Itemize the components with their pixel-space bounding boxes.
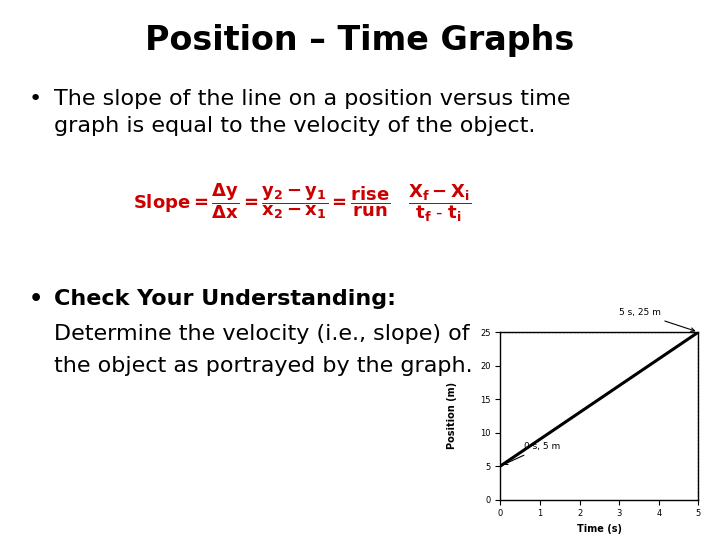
Text: •: • <box>29 89 42 109</box>
Text: •: • <box>29 289 43 309</box>
Text: 0 s, 5 m: 0 s, 5 m <box>504 442 560 464</box>
Text: The slope of the line on a position versus time: The slope of the line on a position vers… <box>54 89 570 109</box>
Text: Determine the velocity (i.e., slope) of: Determine the velocity (i.e., slope) of <box>54 324 469 344</box>
Text: Position – Time Graphs: Position – Time Graphs <box>145 24 575 57</box>
Text: graph is equal to the velocity of the object.: graph is equal to the velocity of the ob… <box>54 116 536 136</box>
Text: 5 s, 25 m: 5 s, 25 m <box>619 308 695 332</box>
X-axis label: Time (s): Time (s) <box>577 524 622 534</box>
Text: Check Your Understanding:: Check Your Understanding: <box>54 289 396 309</box>
Text: the object as portrayed by the graph.: the object as portrayed by the graph. <box>54 356 472 376</box>
Y-axis label: Position (m): Position (m) <box>447 382 456 449</box>
Text: $\mathbf{Slope = \dfrac{\Delta y}{\Delta x} = \dfrac{y_2 - y_1}{x_2 - x_1} = \df: $\mathbf{Slope = \dfrac{\Delta y}{\Delta… <box>133 181 472 224</box>
